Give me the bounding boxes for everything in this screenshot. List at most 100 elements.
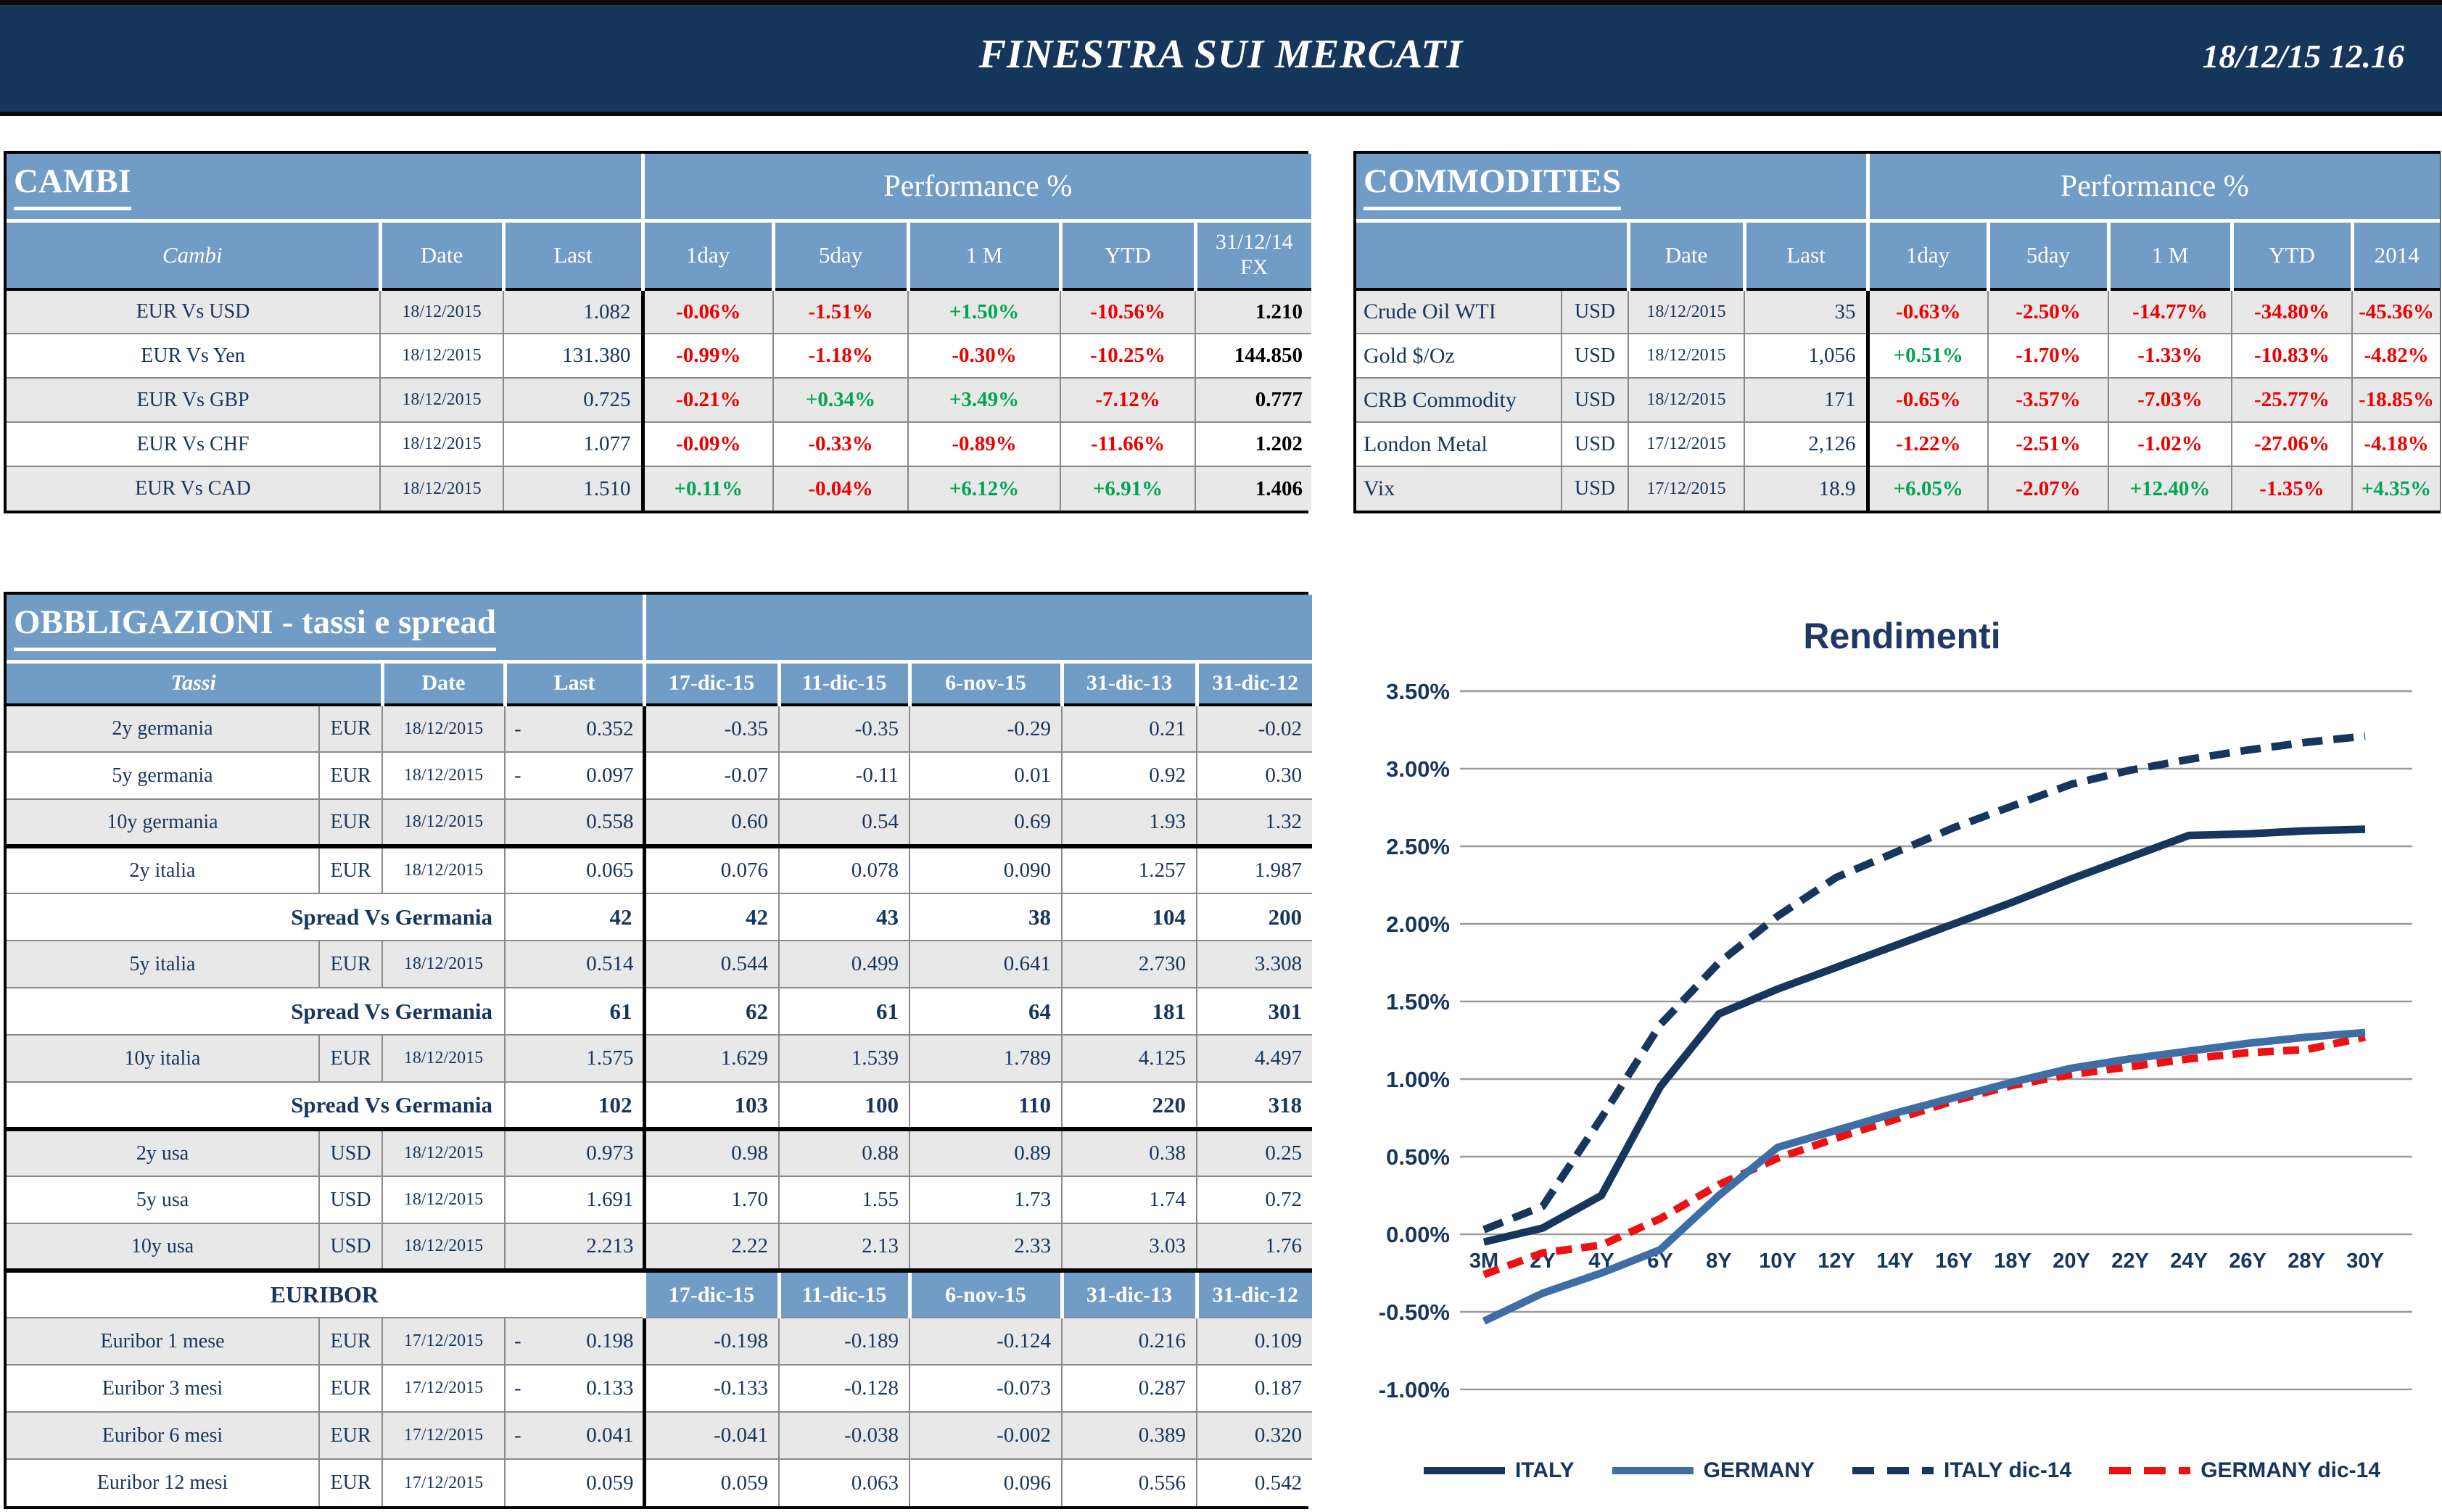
perf-5day: -1.51% [773,289,909,334]
historical-rate: 1.257 [1062,846,1198,893]
y-axis-tick-label: 1.00% [1386,1067,1450,1092]
bond-rate-row: Euribor 1 mese EUR 17/12/2015-0.198 -0.198-… [7,1317,1313,1365]
quote-date: 18/12/2015 [382,751,506,799]
last-value: 1.077 [503,421,644,466]
euribor-date-header: 11-dic-15 [777,1268,912,1318]
col-cambi-last: Last [501,218,645,291]
bond-rate-row: 2y germania EUR 18/12/2015- 0.352 -0.35 -0.35… [7,704,1313,752]
quote-date: 18/12/2015 [382,1223,506,1273]
spread-last: 102 [505,1081,645,1131]
col-commodity-1m: 1 M [2106,218,2234,291]
perf-1m: -0.30% [908,333,1062,378]
quote-date: 18/12/2015 [1628,333,1745,378]
rate-name: 5y italia [7,940,320,988]
perf-1m: -0.89% [908,421,1062,466]
last-rate-value: 0.198 [586,1329,634,1352]
last-value: 1.082 [503,289,644,334]
last-rate-value: 1.575 [586,1046,634,1070]
historical-rate: 0.287 [1062,1364,1198,1412]
cambi-performance-header: Performance % [640,154,1312,223]
report-datetime: 18/12/15 12.16 [2202,38,2404,75]
y-axis-tick-label: 3.50% [1386,679,1450,704]
historical-rate: 3.308 [1197,940,1313,988]
currency: EUR [319,751,383,799]
cambi-row: EUR Vs USD 18/12/2015 1.082 -0.06% -1.51% +1.… [7,289,1312,334]
col-cambi-1day: 1day [640,218,775,291]
perf-5day: -2.07% [1988,466,2110,511]
historical-rate: -0.002 [909,1411,1063,1459]
bonds-table: OBBLIGAZIONI - tassi e spread Tassi Date… [4,592,1313,1509]
col-bonds-h3: 31-dic-13 [1060,659,1199,706]
last-rate: - 0.133 [505,1364,645,1412]
bonds-column-headers: Tassi Date Last 17-dic-15 11-dic-15 6-no… [7,659,1313,706]
perf-1day: -0.06% [640,289,775,334]
euribor-date-header: 31-dic-13 [1060,1268,1199,1318]
historical-rate: 4.125 [1062,1034,1198,1082]
spread-historical: 61 [779,987,911,1035]
cambi-row: EUR Vs Yen 18/12/2015 131.380 -0.99% -1.18% -… [7,333,1312,378]
x-axis-tick-label: 22Y [2111,1249,2149,1273]
last-rate: - 0.352 [505,704,645,752]
x-axis-tick-label: 30Y [2346,1249,2384,1273]
perf-ytd: -11.66% [1060,421,1197,466]
last-rate: 0.514 [505,940,645,988]
historical-rate: 0.544 [642,940,780,988]
quote-date: 17/12/2015 [382,1458,506,1506]
perf-5day: -2.50% [1988,289,2110,334]
commodity-name: Crude Oil WTI [1356,289,1562,334]
col-commodity-1day: 1day [1865,218,1990,291]
chart-plot-area: 3.50% 3.00% 2.50% 2.00% 1.50% 1.00% 0.50% 0.00%… [1379,679,2412,1402]
x-axis-tick-label: 28Y [2288,1249,2325,1273]
historical-rate: 1.32 [1197,798,1313,848]
cambi-title-row: CAMBI Performance % [7,154,1312,223]
historical-rate: 0.92 [1062,751,1198,799]
commodity-row: Crude Oil WTI USD 18/12/2015 35 -0.63% -2.50%… [1356,289,2441,334]
legend-item: ITALY [1423,1458,1575,1483]
col-bonds-h2: 6-nov-15 [907,659,1064,706]
accounting-minus: - [514,1376,521,1400]
perf-1m: -7.03% [2108,377,2233,422]
historical-rate: 2.22 [642,1223,780,1273]
historical-rate: 2.13 [779,1223,911,1273]
historical-rate: -0.133 [642,1364,780,1412]
y-axis-tick-label: -0.50% [1379,1300,1450,1325]
historical-rate: -0.198 [642,1317,780,1365]
last-rate: 1.691 [505,1176,645,1223]
rate-name: Euribor 1 mese [7,1317,320,1365]
historical-rate: 1.76 [1197,1223,1313,1273]
commodity-row: Vix USD 17/12/2015 18.9 +6.05% -2.07% +12.40% -… [1356,466,2441,511]
quote-date: 17/12/2015 [1628,421,1745,466]
title-bar: FINESTRA SUI MERCATI 18/12/15 12.16 [0,0,2442,116]
commodity-name: Gold $/Oz [1356,333,1562,378]
commodities-column-headers: Date Last 1day 5day 1 M YTD 2014 [1356,218,2441,291]
quote-date: 17/12/2015 [382,1411,506,1459]
x-axis-tick-label: 18Y [1994,1249,2031,1273]
quote-date: 18/12/2015 [382,1128,506,1176]
perf-1day: -0.63% [1865,289,1989,334]
historical-rate: 0.88 [779,1128,911,1176]
y-axis-tick-label: 3.00% [1386,756,1450,782]
commodities-title-row: COMMODITIES Performance % [1356,154,2441,223]
perf-2014: -4.18% [2352,421,2441,466]
legend-line-swatch [1423,1467,1505,1474]
bond-rate-row: 5y usa USD 18/12/2015 1.691 1.70 1.55 1.73 1.74… [7,1176,1313,1223]
perf-ytd: -27.06% [2232,421,2354,466]
rate-name: 5y usa [7,1176,320,1223]
perf-1m: -14.77% [2108,289,2233,334]
bonds-title-text: OBBLIGAZIONI - tassi e spread [14,603,497,652]
legend-line-swatch [1852,1467,1934,1474]
perf-1m: +1.50% [908,289,1062,334]
col-bonds-h0: 17-dic-15 [642,659,781,706]
historical-rate: 0.216 [1062,1317,1198,1365]
last-value: 1.510 [503,466,644,511]
bond-rate-row: 5y germania EUR 18/12/2015- 0.097 -0.07 -0.11… [7,751,1313,799]
perf-ytd: -10.56% [1060,289,1197,334]
spread-label: Spread Vs Germania [7,987,506,1035]
currency-pair: EUR Vs CHF [7,421,381,466]
fx-31-12-14: 1.210 [1195,289,1312,334]
series-italy-dic-14-line [1482,732,2366,1234]
rate-name: 2y usa [7,1128,320,1176]
historical-rate: 0.641 [909,940,1063,988]
commodity-row: CRB Commodity USD 18/12/2015 171 -0.65% -3.57… [1356,377,2441,422]
perf-5day: +0.34% [773,377,909,422]
